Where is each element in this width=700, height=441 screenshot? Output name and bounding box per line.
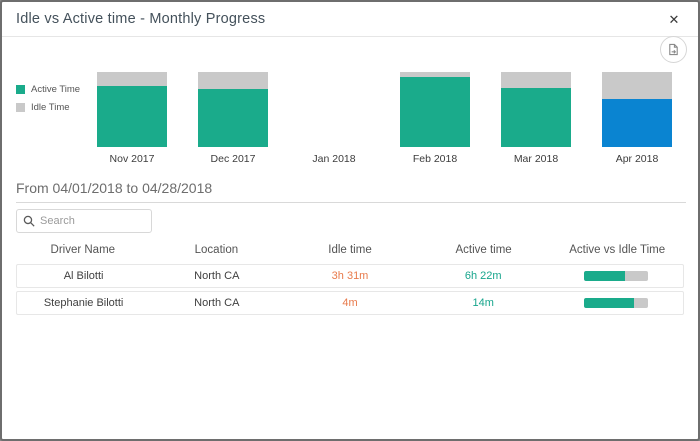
column-header[interactable]: Location: [194, 244, 239, 256]
search-icon: [23, 215, 35, 227]
month-label: Feb 2018: [412, 153, 458, 165]
location-cell: North CA: [194, 297, 240, 309]
month-label: Apr 2018: [615, 153, 659, 165]
legend-item-active-time[interactable]: Active Time: [16, 84, 80, 95]
search-input[interactable]: [40, 215, 145, 227]
close-icon[interactable]: ✕: [664, 10, 684, 30]
table-body: Al Bilotti North CA 3h 31m 6h 22m Stephanie …: [16, 264, 684, 315]
stacked-bar[interactable]: [97, 72, 167, 147]
stacked-bar[interactable]: [602, 72, 672, 147]
monthly-progress-chart: Nov 2017 Dec 2017 Jan 2018 Feb 2018 Mar 2018…: [97, 72, 672, 165]
idle-segment[interactable]: [602, 72, 672, 99]
location-cell: North CA: [194, 270, 240, 282]
active-time-cell: 14m: [472, 297, 494, 309]
section-divider: [16, 202, 686, 203]
month-label: Dec 2017: [210, 153, 256, 165]
idle-segment[interactable]: [97, 72, 167, 86]
active-segment[interactable]: [97, 85, 167, 147]
month-slot: Mar 2018: [501, 72, 571, 165]
stacked-bar[interactable]: [501, 72, 571, 147]
ratio-bar-fill: [584, 298, 635, 309]
stacked-bar[interactable]: [400, 72, 470, 147]
month-slot: Jan 2018: [299, 72, 369, 165]
idle-time-cell: 4m: [342, 297, 358, 309]
active-vs-idle-cell: [550, 270, 683, 282]
month-slot: Nov 2017: [97, 72, 167, 165]
legend-swatch-icon: [16, 85, 25, 94]
active-time-cell: 6h 22m: [464, 270, 502, 282]
legend-item-idle-time[interactable]: Idle Time: [16, 102, 80, 113]
legend-label: Active Time: [31, 84, 81, 95]
ratio-bar: [584, 271, 649, 282]
search-box: [16, 209, 152, 233]
table-header-row: Driver Name Location Idle time Active time A…: [16, 244, 684, 256]
export-button[interactable]: [660, 36, 687, 63]
idle-segment[interactable]: [501, 72, 571, 88]
ratio-bar-fill: [584, 271, 626, 282]
bar-row: Nov 2017 Dec 2017 Jan 2018 Feb 2018 Mar 2018…: [97, 72, 672, 165]
month-slot: Feb 2018: [400, 72, 470, 165]
column-header[interactable]: Driver Name: [50, 244, 116, 256]
active-vs-idle-cell: [550, 297, 683, 309]
stacked-bar[interactable]: [299, 72, 369, 147]
driver-name-cell: Al Bilotti: [63, 270, 104, 282]
drivers-table: Driver Name Location Idle time Active time A…: [16, 244, 684, 318]
column-header[interactable]: Active time: [455, 244, 512, 256]
ratio-bar: [584, 298, 649, 309]
table-row[interactable]: Al Bilotti North CA 3h 31m 6h 22m: [16, 264, 684, 288]
active-segment[interactable]: [400, 77, 470, 147]
export-icon: [667, 43, 680, 56]
column-header[interactable]: Idle time: [328, 244, 372, 256]
date-range-label: From 04/01/2018 to 04/28/2018: [16, 180, 213, 196]
active-segment[interactable]: [198, 89, 268, 147]
active-segment-selected[interactable]: [602, 99, 672, 147]
table-row[interactable]: Stephanie Bilotti North CA 4m 14m: [16, 291, 684, 315]
legend-swatch-icon: [16, 103, 25, 112]
dialog-titlebar: Idle vs Active time - Monthly Progress: [2, 2, 698, 37]
idle-time-cell: 3h 31m: [331, 270, 369, 282]
chart-legend: Active Time Idle Time: [16, 84, 80, 120]
month-slot: Apr 2018: [602, 72, 672, 165]
driver-name-cell: Stephanie Bilotti: [43, 297, 124, 309]
month-label: Nov 2017: [109, 153, 155, 165]
legend-label: Idle Time: [31, 102, 70, 113]
dialog-title: Idle vs Active time - Monthly Progress: [16, 11, 266, 27]
idle-segment[interactable]: [198, 72, 268, 90]
stacked-bar[interactable]: [198, 72, 268, 147]
month-slot: Dec 2017: [198, 72, 268, 165]
column-header[interactable]: Active vs Idle Time: [569, 244, 666, 256]
month-label: Jan 2018: [312, 153, 356, 165]
idle-segment[interactable]: [400, 72, 470, 78]
active-segment[interactable]: [501, 87, 571, 147]
month-label: Mar 2018: [513, 153, 559, 165]
